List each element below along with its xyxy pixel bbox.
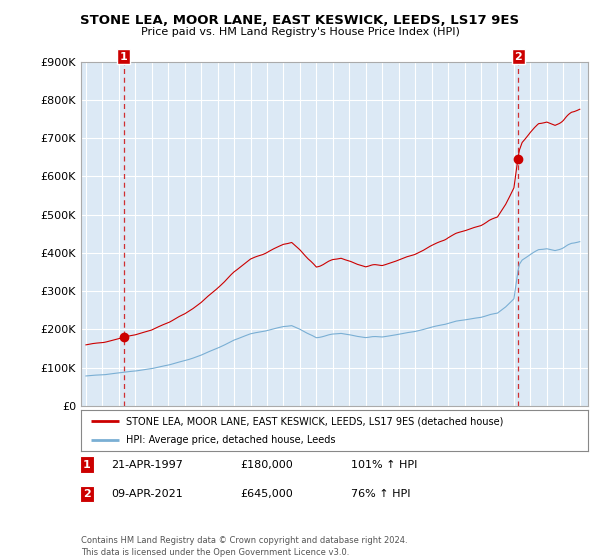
Text: 1: 1 <box>83 460 91 470</box>
Text: STONE LEA, MOOR LANE, EAST KESWICK, LEEDS, LS17 9ES: STONE LEA, MOOR LANE, EAST KESWICK, LEED… <box>80 14 520 27</box>
Text: £180,000: £180,000 <box>240 460 293 470</box>
Text: Contains HM Land Registry data © Crown copyright and database right 2024.
This d: Contains HM Land Registry data © Crown c… <box>81 536 407 557</box>
Text: £645,000: £645,000 <box>240 489 293 499</box>
Text: 2: 2 <box>83 489 91 499</box>
Text: STONE LEA, MOOR LANE, EAST KESWICK, LEEDS, LS17 9ES (detached house): STONE LEA, MOOR LANE, EAST KESWICK, LEED… <box>125 417 503 426</box>
Text: 76% ↑ HPI: 76% ↑ HPI <box>351 489 410 499</box>
Text: 101% ↑ HPI: 101% ↑ HPI <box>351 460 418 470</box>
Text: 2: 2 <box>514 52 522 62</box>
Text: HPI: Average price, detached house, Leeds: HPI: Average price, detached house, Leed… <box>125 435 335 445</box>
Text: 1: 1 <box>120 52 128 62</box>
Text: 21-APR-1997: 21-APR-1997 <box>111 460 183 470</box>
Text: Price paid vs. HM Land Registry's House Price Index (HPI): Price paid vs. HM Land Registry's House … <box>140 27 460 37</box>
Text: 09-APR-2021: 09-APR-2021 <box>111 489 183 499</box>
